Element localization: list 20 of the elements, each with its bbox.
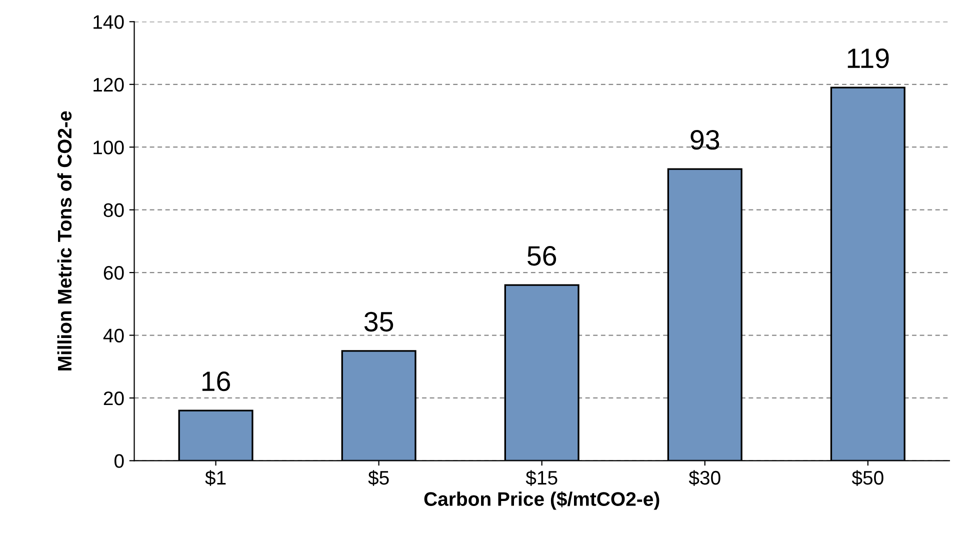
data-label: 56 — [528, 246, 556, 266]
data-label: 35 — [364, 312, 394, 332]
y-tick-label: 140 — [94, 15, 124, 29]
y-tick-label: 80 — [104, 203, 124, 218]
y-tick-label: 20 — [104, 391, 124, 406]
x-tick-label: $5 — [368, 470, 389, 486]
y-tick-label: 60 — [104, 266, 124, 280]
x-tick-label: $30 — [688, 470, 720, 486]
data-label: 93 — [690, 130, 720, 150]
y-tick-label: 120 — [94, 78, 124, 92]
x-tick-label: $1 — [205, 470, 226, 486]
data-label: 16 — [202, 371, 230, 392]
y-tick-label: 0 — [114, 454, 124, 468]
data-label: 119 — [848, 48, 889, 68]
y-axis-title: Million Metric Tons of CO2-e — [57, 111, 72, 370]
y-tick-label: 40 — [103, 328, 124, 343]
x-axis-title: Carbon Price ($/mtCO2-e) — [424, 491, 660, 510]
x-tick-label: $15 — [526, 470, 558, 486]
x-tick-label: $50 — [852, 470, 884, 486]
y-tick-label: 100 — [94, 140, 124, 154]
